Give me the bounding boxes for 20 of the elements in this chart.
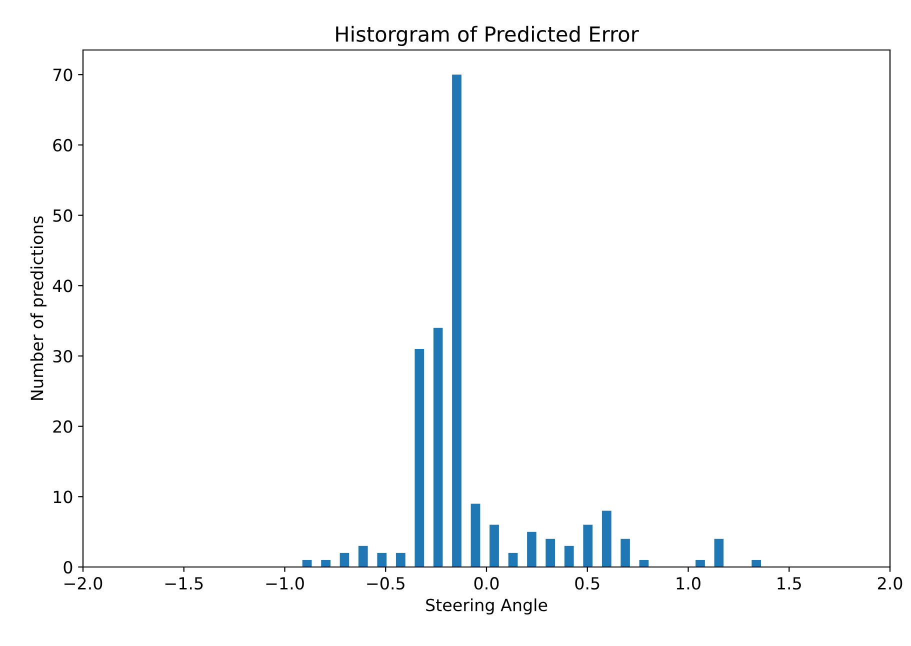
y-tick-label: 0 (64, 560, 72, 574)
y-tick-label: 50 (53, 209, 72, 222)
x-tick-label: 0.5 (575, 577, 600, 590)
chart-title: Historgram of Predicted Error (336, 26, 639, 46)
y-tick-label: 40 (52, 280, 72, 292)
y-tick-label: 60 (53, 138, 72, 152)
x-tick-label: 1.0 (676, 577, 700, 590)
y-tick-label: 10 (54, 490, 72, 504)
y-tick-label: 30 (53, 350, 72, 363)
x-tick-label: −2.0 (64, 577, 102, 590)
x-axis-title: Steering Angle (426, 598, 548, 615)
x-tick-label: 2.0 (878, 577, 902, 590)
x-tick-label: −0.5 (367, 577, 404, 590)
x-tick-label: −1.5 (165, 577, 203, 590)
x-tick-label: −1.0 (266, 577, 304, 590)
x-tick-label: 1.5 (778, 577, 801, 590)
y-tick-label: 20 (53, 420, 72, 433)
y-tick-label: 70 (53, 68, 72, 82)
y-axis-title: Number of predictions (30, 216, 47, 400)
x-tick-label: 0.0 (474, 577, 499, 590)
